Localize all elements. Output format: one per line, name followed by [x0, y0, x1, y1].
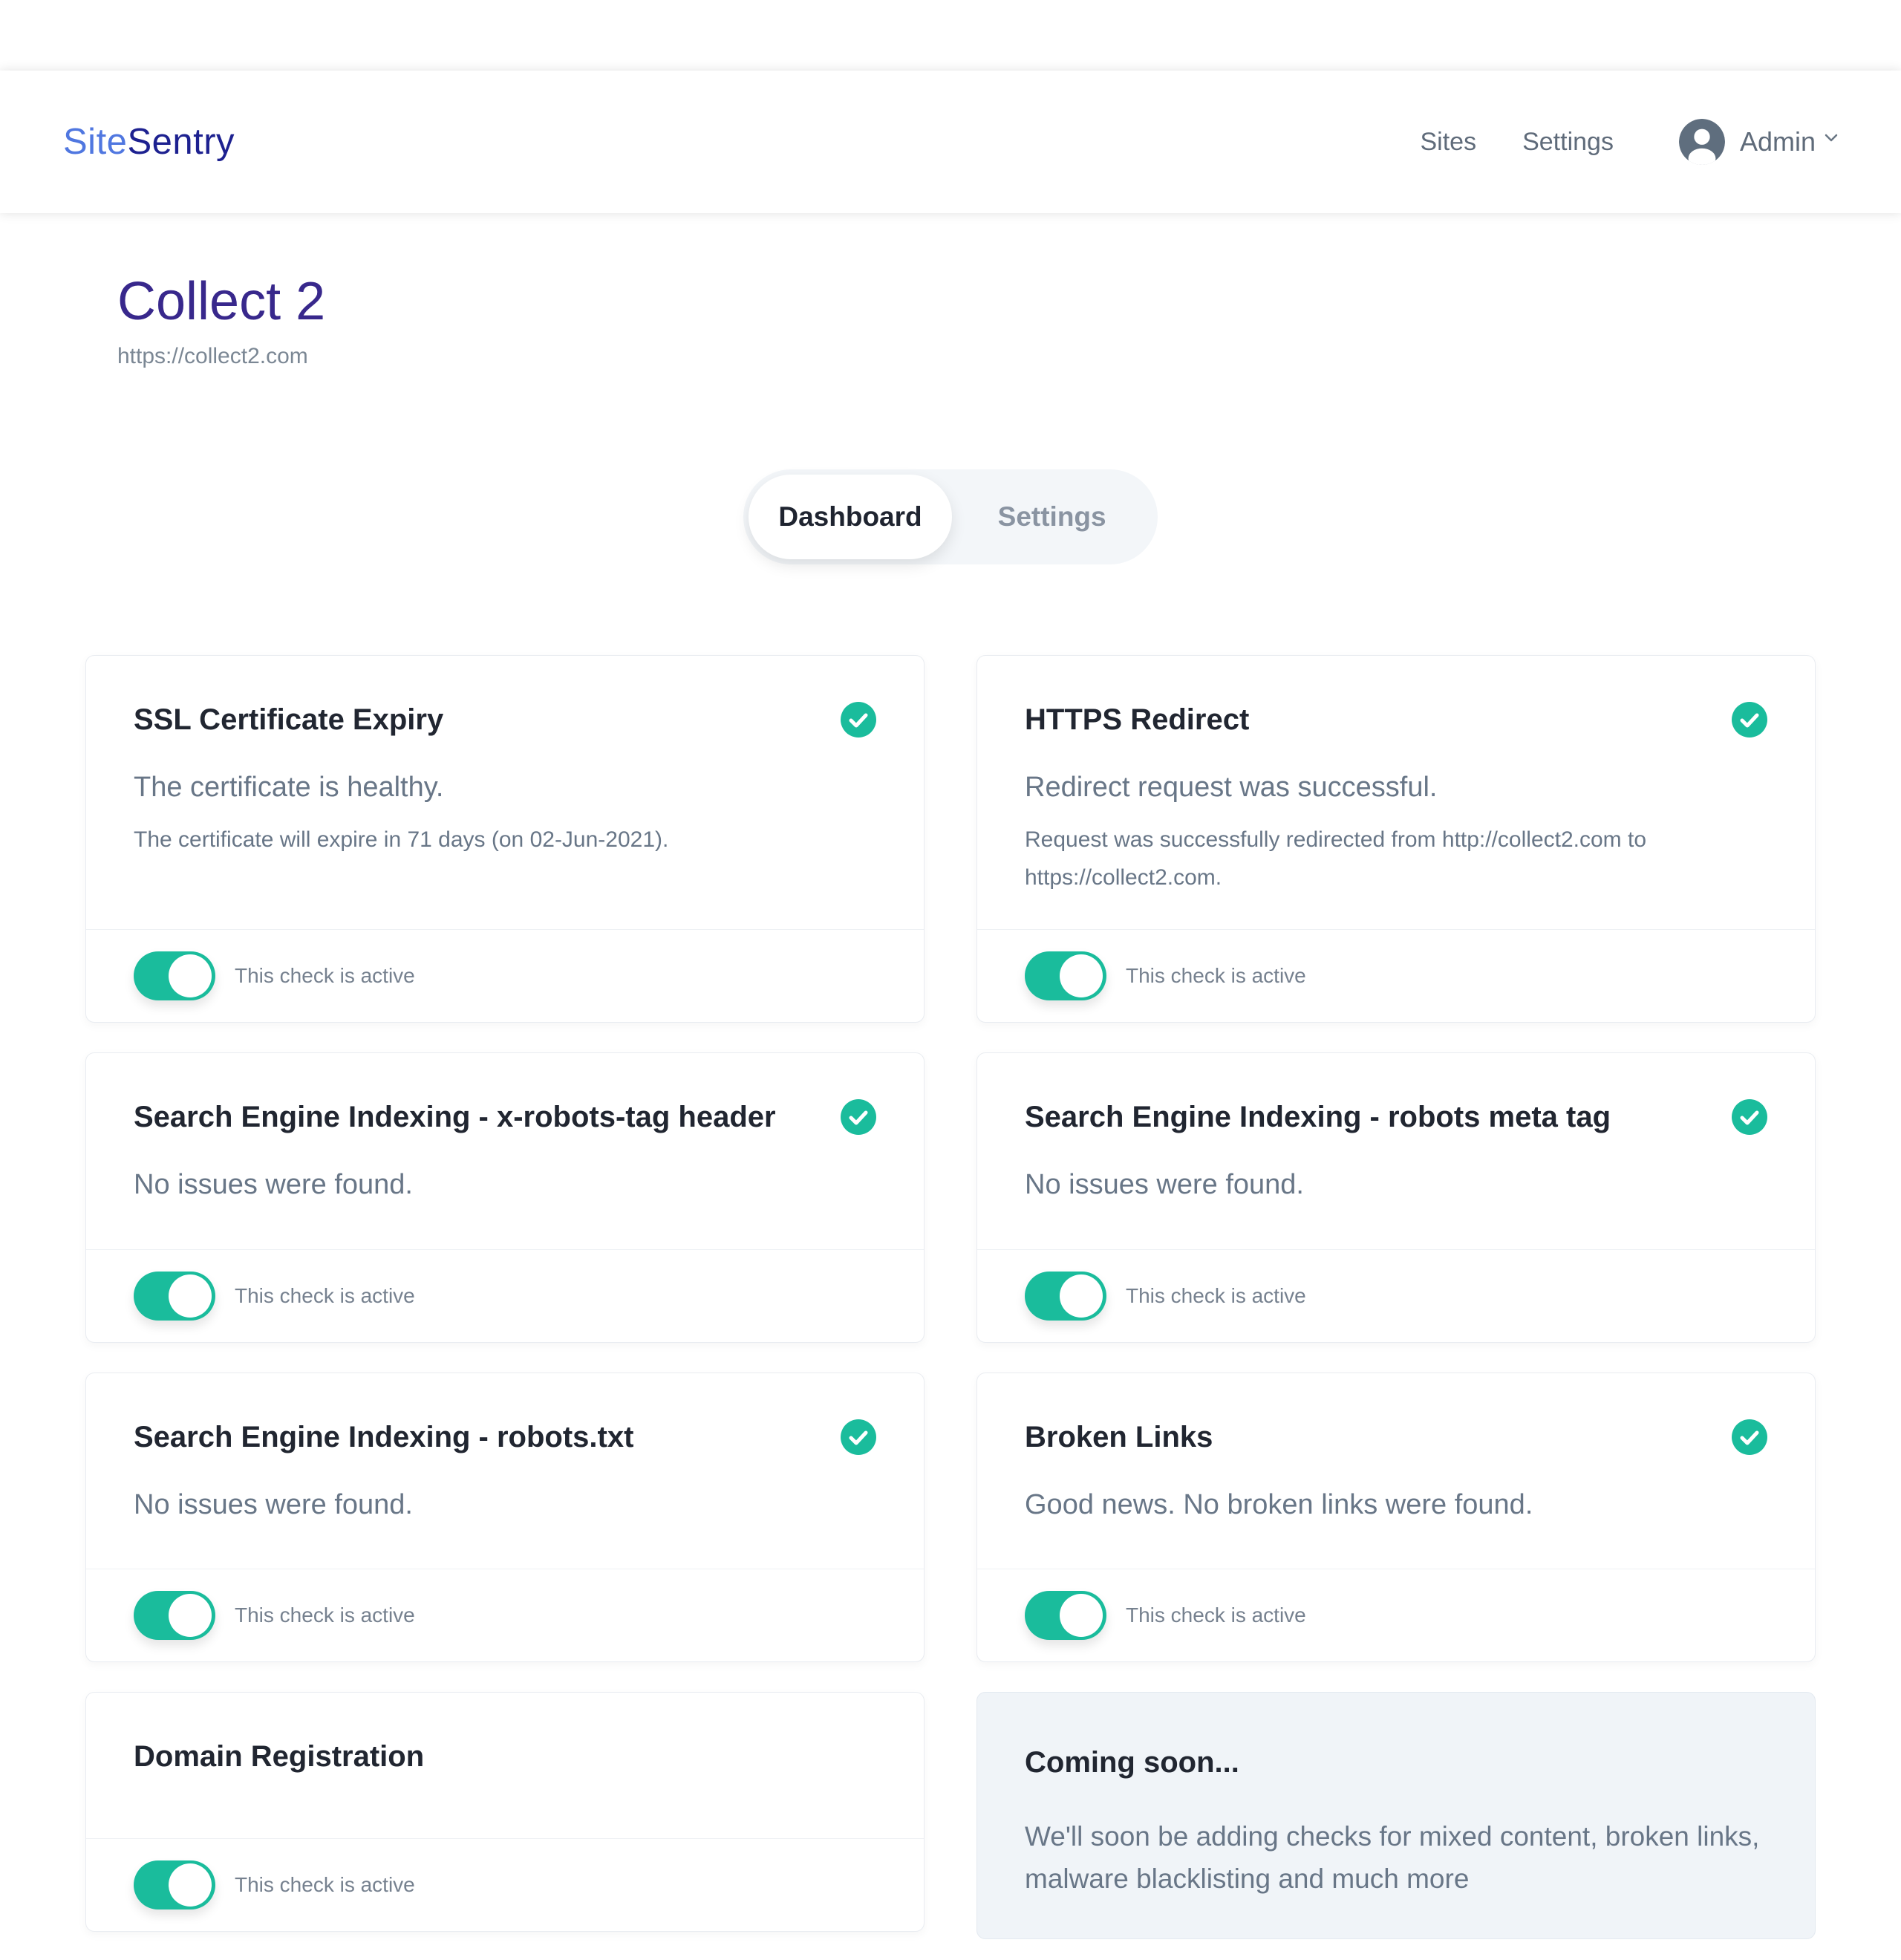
check-circle-icon	[841, 1419, 876, 1455]
card-summary: No issues were found.	[1025, 1169, 1304, 1200]
check-circle-icon	[1732, 702, 1767, 738]
check-circle-icon	[1732, 1099, 1767, 1135]
chevron-down-icon	[1825, 133, 1838, 146]
card-title: Broken Links	[1025, 1421, 1213, 1453]
card-title: Search Engine Indexing - robots.txt	[134, 1421, 634, 1453]
card-detail: The certificate will expire in 71 days (…	[134, 827, 669, 852]
card-title: Domain Registration	[134, 1740, 425, 1773]
card-body: Broken Links Good news. No broken links …	[977, 1373, 1815, 1569]
card-body: SSL Certificate Expiry The certificate i…	[86, 656, 924, 929]
tab-switcher: Dashboard Settings	[743, 469, 1158, 564]
card-footer: This check is active	[977, 1569, 1815, 1661]
tab-settings[interactable]: Settings	[997, 501, 1106, 532]
toggle-knob	[1060, 1594, 1103, 1637]
nav-settings[interactable]: Settings	[1522, 127, 1614, 156]
check-circle-icon	[841, 1099, 876, 1135]
tabs-wrap: Dashboard Settings	[85, 469, 1816, 564]
page-head: Collect 2 https://collect2.com	[85, 271, 1816, 369]
admin-menu[interactable]: Admin	[1678, 119, 1838, 165]
check-card-sei-robots-txt: Search Engine Indexing - robots.txt No i…	[85, 1373, 925, 1662]
main-nav: Sites Settings Admin	[1375, 119, 1839, 165]
check-card-broken-links: Broken Links Good news. No broken links …	[976, 1373, 1816, 1662]
card-detail: Request was successfully redirected from…	[1025, 827, 1647, 890]
toggle-label: This check is active	[235, 964, 415, 987]
check-active-toggle[interactable]	[1025, 1591, 1106, 1640]
toggle-label: This check is active	[235, 1604, 415, 1627]
card-body: Search Engine Indexing - robots meta tag…	[977, 1053, 1815, 1249]
card-body: Domain Registration	[86, 1693, 924, 1838]
card-summary: Good news. No broken links were found.	[1025, 1489, 1533, 1520]
toggle-knob	[169, 1863, 212, 1907]
check-card-domain-registration: Domain Registration This check is active	[85, 1692, 925, 1932]
check-active-toggle[interactable]	[134, 1860, 215, 1909]
toggle-label: This check is active	[235, 1873, 415, 1896]
card-title: Search Engine Indexing - x-robots-tag he…	[134, 1101, 776, 1133]
toggle-label: This check is active	[1126, 1604, 1306, 1627]
site-url: https://collect2.com	[117, 344, 308, 368]
check-card-ssl-certificate-expiry: SSL Certificate Expiry The certificate i…	[85, 655, 925, 1023]
toggle-label: This check is active	[1126, 964, 1306, 987]
checks-grid: SSL Certificate Expiry The certificate i…	[85, 655, 1816, 1939]
card-footer: This check is active	[86, 1569, 924, 1661]
check-card-sei-x-robots-tag-header: Search Engine Indexing - x-robots-tag he…	[85, 1052, 925, 1343]
toggle-knob	[1060, 1274, 1103, 1318]
card-body: Search Engine Indexing - x-robots-tag he…	[86, 1053, 924, 1249]
card-footer: This check is active	[977, 1249, 1815, 1342]
tab-dashboard[interactable]: Dashboard	[749, 475, 952, 559]
card-title: HTTPS Redirect	[1025, 703, 1250, 736]
card-title: Search Engine Indexing - robots meta tag	[1025, 1101, 1611, 1133]
check-active-toggle[interactable]	[134, 1591, 215, 1640]
coming-soon-card: Coming soon... We'll soon be adding chec…	[976, 1692, 1816, 1939]
card-summary: No issues were found.	[134, 1489, 413, 1520]
main-content: Collect 2 https://collect2.com Dashboard…	[0, 271, 1901, 1960]
card-footer: This check is active	[86, 1249, 924, 1342]
page-title: Collect 2	[117, 272, 326, 331]
toggle-label: This check is active	[235, 1284, 415, 1307]
card-summary: No issues were found.	[134, 1169, 413, 1200]
coming-soon-title: Coming soon...	[1025, 1746, 1239, 1779]
admin-label: Admin	[1739, 126, 1816, 157]
toggle-knob	[169, 1274, 212, 1318]
nav-sites[interactable]: Sites	[1420, 127, 1477, 156]
card-footer: This check is active	[977, 929, 1815, 1022]
card-title: SSL Certificate Expiry	[134, 703, 444, 736]
user-avatar-icon	[1678, 119, 1725, 165]
card-footer: This check is active	[86, 929, 924, 1022]
check-active-toggle[interactable]	[134, 951, 215, 1000]
check-card-sei-robots-meta-tag: Search Engine Indexing - robots meta tag…	[976, 1052, 1816, 1343]
card-footer: This check is active	[86, 1838, 924, 1931]
card-body: HTTPS Redirect Redirect request was succ…	[977, 656, 1815, 929]
card-body: Search Engine Indexing - robots.txt No i…	[86, 1373, 924, 1569]
check-active-toggle[interactable]	[1025, 1272, 1106, 1321]
check-active-toggle[interactable]	[1025, 951, 1106, 1000]
toggle-knob	[169, 954, 212, 997]
check-circle-icon	[841, 702, 876, 738]
coming-soon-body: We'll soon be adding checks for mixed co…	[1025, 1821, 1760, 1894]
app-logo[interactable]: SiteSentry	[63, 121, 235, 163]
toggle-label: This check is active	[1126, 1284, 1306, 1307]
toggle-knob	[1060, 954, 1103, 997]
check-active-toggle[interactable]	[134, 1272, 215, 1321]
check-circle-icon	[1732, 1419, 1767, 1455]
check-card-https-redirect: HTTPS Redirect Redirect request was succ…	[976, 655, 1816, 1023]
app-header: SiteSentry Sites Settings Admin	[0, 71, 1901, 213]
toggle-knob	[169, 1594, 212, 1637]
card-summary: The certificate is healthy.	[134, 772, 444, 803]
card-summary: Redirect request was successful.	[1025, 772, 1438, 803]
logo-part-sentry: Sentry	[127, 122, 235, 162]
logo-part-site: Site	[63, 122, 128, 162]
